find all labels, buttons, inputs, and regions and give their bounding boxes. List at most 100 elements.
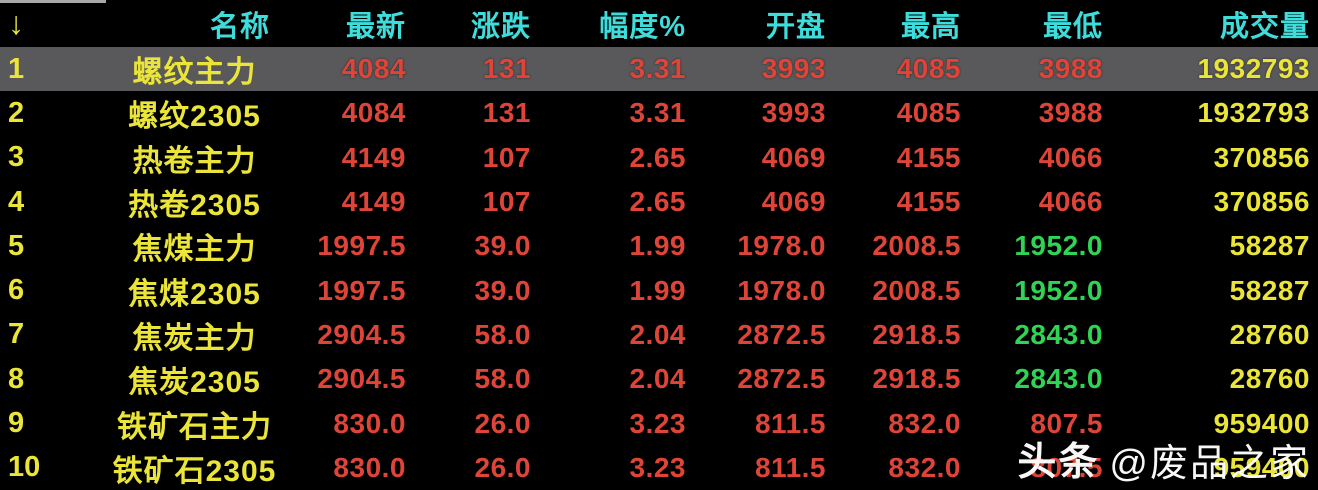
cell-open: 3993	[761, 97, 826, 129]
cell-last: 830.0	[333, 451, 406, 483]
table-header: ↓ 名称 最新 涨跌 幅度% 开盘 最高 最低 成交量	[0, 0, 1318, 47]
table-row[interactable]: 5 焦煤主力 1997.5 39.0 1.99 1978.0 2008.5 19…	[0, 224, 1318, 268]
top-border-line	[0, 0, 106, 3]
table-body: 1 螺纹主力 4084 131 3.31 3993 4085 3988 1932…	[0, 47, 1318, 490]
cell-last: 2904.5	[317, 363, 406, 395]
cell-volume: 58287	[1229, 274, 1310, 306]
cell-open: 811.5	[754, 451, 826, 483]
cell-volume: 959400	[1213, 407, 1310, 439]
cell-percent: 2.65	[629, 186, 686, 218]
cell-open: 811.5	[754, 407, 826, 439]
column-header-last[interactable]: 最新	[345, 10, 406, 43]
cell-high: 832.0	[888, 451, 961, 483]
table-row[interactable]: 3 热卷主力 4149 107 2.65 4069 4155 4066 3708…	[0, 136, 1318, 180]
row-number: 9	[8, 407, 25, 440]
cell-name: 焦炭2305	[128, 366, 261, 400]
cell-last: 2904.5	[317, 318, 406, 350]
cell-name: 焦炭主力	[132, 321, 257, 355]
cell-high: 2918.5	[872, 363, 961, 395]
table-row[interactable]: 4 热卷2305 4149 107 2.65 4069 4155 4066 37…	[0, 180, 1318, 224]
table-row[interactable]: 10 铁矿石2305 830.0 26.0 3.23 811.5 832.0 8…	[0, 446, 1318, 490]
sort-arrow-icon[interactable]: ↓	[8, 5, 25, 41]
cell-percent: 3.23	[629, 407, 686, 439]
cell-last: 4084	[341, 97, 406, 129]
cell-name: 螺纹主力	[132, 56, 257, 90]
cell-percent: 3.31	[629, 97, 686, 129]
cell-change: 107	[482, 186, 531, 218]
cell-volume: 1932793	[1197, 97, 1310, 129]
cell-change: 58.0	[474, 318, 531, 350]
cell-volume: 28760	[1229, 318, 1310, 350]
cell-change: 131	[482, 97, 531, 129]
cell-change: 26.0	[474, 407, 531, 439]
column-header-low[interactable]: 最低	[1042, 10, 1103, 43]
cell-high: 4155	[896, 186, 961, 218]
table-row[interactable]: 6 焦煤2305 1997.5 39.0 1.99 1978.0 2008.5 …	[0, 268, 1318, 312]
cell-low: 1952.0	[1014, 230, 1103, 262]
cell-last: 4084	[341, 53, 406, 85]
cell-name: 焦煤主力	[132, 233, 257, 267]
table-row[interactable]: 7 焦炭主力 2904.5 58.0 2.04 2872.5 2918.5 28…	[0, 313, 1318, 357]
cell-open: 1978.0	[737, 274, 826, 306]
cell-low: 4066	[1038, 141, 1103, 173]
cell-high: 832.0	[888, 407, 961, 439]
cell-high: 2918.5	[872, 318, 961, 350]
row-number: 4	[8, 185, 25, 218]
cell-volume: 1932793	[1197, 53, 1310, 85]
cell-name: 热卷主力	[132, 144, 257, 178]
cell-low: 3988	[1038, 97, 1103, 129]
cell-open: 4069	[761, 141, 826, 173]
cell-open: 3993	[761, 53, 826, 85]
cell-percent: 2.04	[629, 318, 686, 350]
row-number: 2	[8, 96, 25, 129]
cell-low: 807.5	[1030, 451, 1103, 483]
table-row[interactable]: 8 焦炭2305 2904.5 58.0 2.04 2872.5 2918.5 …	[0, 357, 1318, 401]
cell-open: 1978.0	[737, 230, 826, 262]
cell-low: 1952.0	[1014, 274, 1103, 306]
cell-volume: 28760	[1229, 363, 1310, 395]
column-header-high[interactable]: 最高	[900, 10, 961, 43]
cell-name: 热卷2305	[128, 189, 261, 223]
cell-high: 4155	[896, 141, 961, 173]
column-header-open[interactable]: 开盘	[765, 10, 826, 43]
cell-change: 39.0	[474, 230, 531, 262]
column-header-change[interactable]: 涨跌	[470, 10, 531, 43]
cell-high: 2008.5	[872, 274, 961, 306]
cell-last: 4149	[341, 141, 406, 173]
cell-change: 58.0	[474, 363, 531, 395]
column-header-percent[interactable]: 幅度%	[599, 10, 686, 43]
cell-change: 131	[482, 53, 531, 85]
cell-open: 2872.5	[737, 318, 826, 350]
cell-last: 1997.5	[317, 230, 406, 262]
cell-change: 39.0	[474, 274, 531, 306]
cell-volume: 58287	[1229, 230, 1310, 262]
cell-open: 2872.5	[737, 363, 826, 395]
row-number: 8	[8, 362, 25, 395]
row-number: 7	[8, 318, 25, 351]
cell-percent: 1.99	[629, 230, 686, 262]
table-row[interactable]: 9 铁矿石主力 830.0 26.0 3.23 811.5 832.0 807.…	[0, 401, 1318, 445]
table-row[interactable]: 1 螺纹主力 4084 131 3.31 3993 4085 3988 1932…	[0, 47, 1318, 92]
cell-low: 3988	[1038, 53, 1103, 85]
cell-percent: 3.23	[629, 451, 686, 483]
cell-name: 铁矿石2305	[112, 454, 277, 488]
cell-open: 4069	[761, 186, 826, 218]
column-header-volume[interactable]: 成交量	[1219, 10, 1310, 43]
cell-low: 4066	[1038, 186, 1103, 218]
cell-name: 螺纹2305	[128, 100, 261, 134]
cell-percent: 2.65	[629, 141, 686, 173]
cell-name: 焦煤2305	[128, 277, 261, 311]
watermark-brand: 头条	[1017, 441, 1100, 484]
cell-name: 铁矿石主力	[117, 410, 272, 444]
column-header-name[interactable]: 名称	[209, 10, 270, 43]
cell-low: 2843.0	[1014, 363, 1103, 395]
row-number: 1	[8, 52, 25, 85]
table-row[interactable]: 2 螺纹2305 4084 131 3.31 3993 4085 3988 19…	[0, 91, 1318, 135]
cell-high: 4085	[896, 53, 961, 85]
cell-high: 4085	[896, 97, 961, 129]
row-number: 10	[8, 451, 41, 484]
cell-volume: 370856	[1213, 186, 1310, 218]
cell-last: 4149	[341, 186, 406, 218]
cell-volume: 959400	[1213, 451, 1310, 483]
